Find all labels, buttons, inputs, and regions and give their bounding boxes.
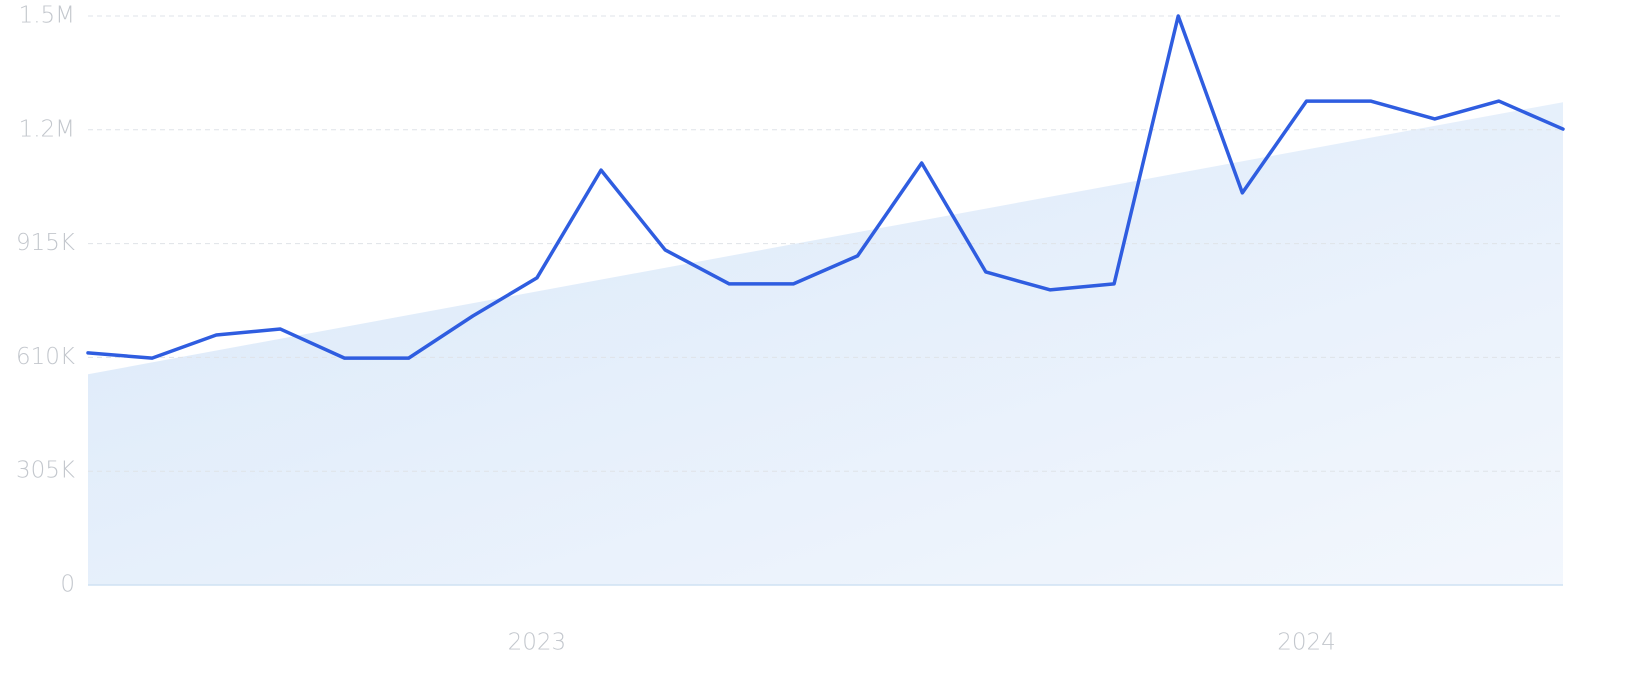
y-tick-label: 610K [16, 344, 75, 370]
y-tick-label: 305K [16, 458, 75, 484]
y-tick-label: 0 [60, 572, 75, 598]
y-tick-label: 1.2M [19, 116, 75, 142]
y-tick-label: 1.5M [19, 3, 75, 29]
x-tick-label: 2023 [508, 630, 567, 656]
x-tick-label: 2024 [1277, 630, 1336, 656]
y-tick-label: 915K [16, 230, 75, 256]
data-line [86, 14, 1565, 360]
trend-area [88, 102, 1563, 585]
